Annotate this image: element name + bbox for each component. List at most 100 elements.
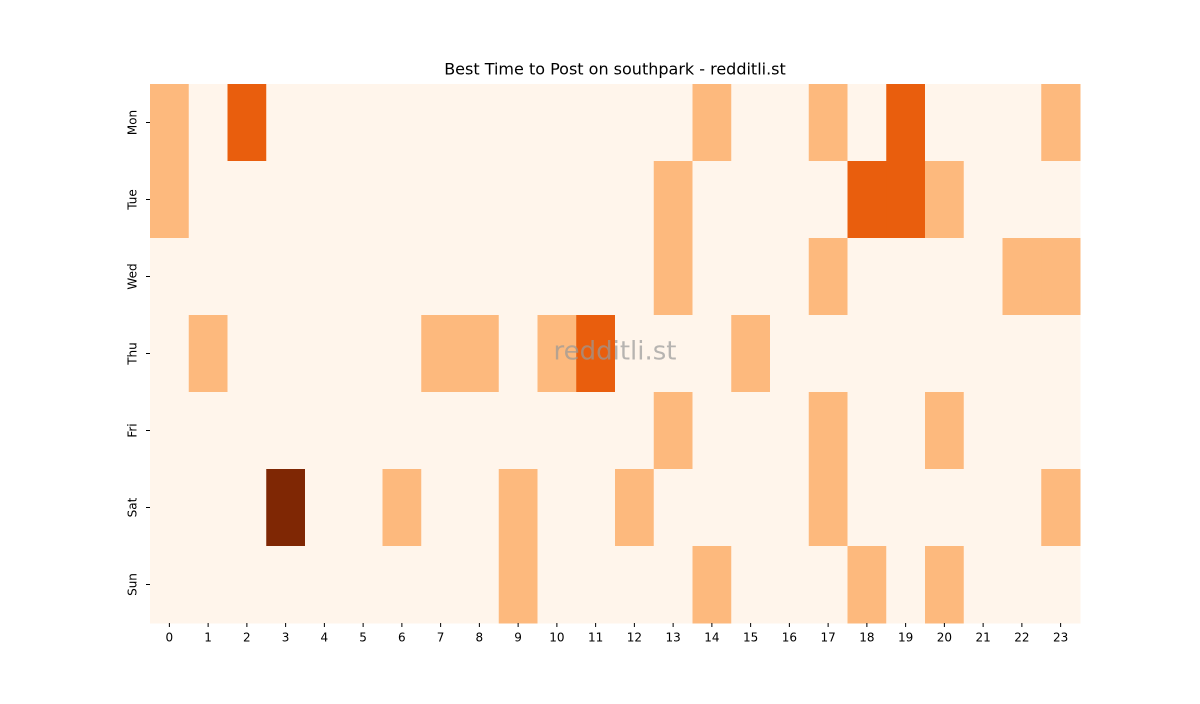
heatmap-cell bbox=[963, 469, 1003, 547]
heatmap-cell bbox=[227, 84, 267, 162]
heatmap-cell bbox=[925, 546, 965, 624]
heatmap-cell bbox=[421, 84, 461, 162]
heatmap-cell bbox=[886, 392, 926, 470]
heatmap-cell bbox=[731, 84, 771, 162]
heatmap-cell bbox=[382, 392, 422, 470]
heatmap-cell bbox=[1041, 546, 1081, 624]
heatmap-cell bbox=[150, 161, 190, 239]
y-tick-label: Fri bbox=[126, 423, 140, 437]
heatmap-cell bbox=[925, 84, 965, 162]
heatmap-cell bbox=[731, 392, 771, 470]
heatmap-cell bbox=[653, 84, 693, 162]
heatmap-cell bbox=[382, 546, 422, 624]
heatmap-cell bbox=[847, 315, 887, 393]
heatmap-cell bbox=[305, 469, 345, 547]
heatmap-cell bbox=[692, 469, 732, 547]
heatmap-cell bbox=[227, 546, 267, 624]
heatmap-cell bbox=[537, 161, 577, 239]
heatmap-cell bbox=[770, 546, 810, 624]
heatmap-cell bbox=[421, 392, 461, 470]
heatmap-cell bbox=[421, 546, 461, 624]
heatmap-cell bbox=[770, 392, 810, 470]
y-tick-label: Tue bbox=[126, 189, 140, 211]
x-tick-label: 2 bbox=[243, 631, 251, 645]
heatmap-cell bbox=[731, 315, 771, 393]
heatmap-cell bbox=[1041, 161, 1081, 239]
heatmap-cell bbox=[343, 392, 383, 470]
heatmap-cell bbox=[1002, 84, 1042, 162]
x-tick-label: 16 bbox=[782, 631, 797, 645]
x-tick-label: 10 bbox=[549, 631, 564, 645]
heatmap-cell bbox=[537, 392, 577, 470]
x-tick-label: 3 bbox=[282, 631, 290, 645]
heatmap-cell bbox=[886, 546, 926, 624]
heatmap-cell bbox=[770, 469, 810, 547]
heatmap-cell bbox=[692, 315, 732, 393]
x-tick-label: 0 bbox=[166, 631, 174, 645]
y-tick-label: Wed bbox=[126, 263, 140, 289]
heatmap-cell bbox=[963, 161, 1003, 239]
heatmap-cell bbox=[188, 315, 228, 393]
heatmap-cell bbox=[421, 469, 461, 547]
heatmap-cell bbox=[692, 392, 732, 470]
heatmap-cell bbox=[925, 161, 965, 239]
heatmap-cell bbox=[886, 469, 926, 547]
heatmap-cell bbox=[770, 161, 810, 239]
heatmap-cell bbox=[808, 546, 848, 624]
x-tick-label: 22 bbox=[1014, 631, 1029, 645]
heatmap-cell bbox=[1002, 161, 1042, 239]
x-tick-label: 1 bbox=[204, 631, 212, 645]
heatmap-cell bbox=[1002, 469, 1042, 547]
heatmap-cell bbox=[188, 84, 228, 162]
heatmap-cell bbox=[266, 161, 306, 239]
heatmap-cell bbox=[615, 84, 655, 162]
x-tick-label: 21 bbox=[975, 631, 990, 645]
heatmap-cell bbox=[460, 546, 500, 624]
heatmap-cell bbox=[808, 238, 848, 316]
heatmap-cell bbox=[266, 84, 306, 162]
heatmap-cell bbox=[227, 315, 267, 393]
heatmap-cell bbox=[498, 546, 538, 624]
heatmap-cell bbox=[770, 315, 810, 393]
y-tick-label: Sat bbox=[126, 497, 140, 517]
heatmap-cell bbox=[305, 238, 345, 316]
heatmap-cell bbox=[1041, 469, 1081, 547]
heatmap-cell bbox=[305, 546, 345, 624]
heatmap-cell bbox=[1041, 238, 1081, 316]
heatmap-cell bbox=[266, 238, 306, 316]
heatmap-cell bbox=[1002, 546, 1042, 624]
heatmap-cell bbox=[576, 238, 616, 316]
heatmap-cell bbox=[305, 84, 345, 162]
x-tick-label: 12 bbox=[627, 631, 642, 645]
heatmap-cell bbox=[847, 161, 887, 239]
x-tick-label: 14 bbox=[704, 631, 719, 645]
heatmap-cell bbox=[498, 84, 538, 162]
heatmap-cell bbox=[963, 546, 1003, 624]
heatmap-cell bbox=[537, 315, 577, 393]
heatmap-cell bbox=[1002, 392, 1042, 470]
heatmap-cell bbox=[808, 315, 848, 393]
heatmap-cell bbox=[692, 161, 732, 239]
heatmap-cell bbox=[770, 84, 810, 162]
heatmap-cell bbox=[653, 315, 693, 393]
heatmap-cell bbox=[266, 546, 306, 624]
heatmap-cell bbox=[188, 546, 228, 624]
heatmap-cell bbox=[305, 315, 345, 393]
heatmap-cell bbox=[653, 161, 693, 239]
heatmap-cell bbox=[847, 469, 887, 547]
heatmap-cell bbox=[576, 546, 616, 624]
heatmap-cell bbox=[460, 469, 500, 547]
x-tick-label: 4 bbox=[321, 631, 329, 645]
heatmap-cell bbox=[847, 84, 887, 162]
x-tick-label: 15 bbox=[743, 631, 758, 645]
heatmap-cell bbox=[150, 392, 190, 470]
heatmap-cell bbox=[963, 315, 1003, 393]
heatmap-cell bbox=[537, 84, 577, 162]
heatmap-cell bbox=[382, 161, 422, 239]
heatmap-cell bbox=[460, 84, 500, 162]
x-tick-label: 17 bbox=[820, 631, 835, 645]
heatmap-cell bbox=[498, 161, 538, 239]
heatmap-cell bbox=[188, 161, 228, 239]
heatmap-cell bbox=[537, 469, 577, 547]
heatmap-cell bbox=[808, 84, 848, 162]
